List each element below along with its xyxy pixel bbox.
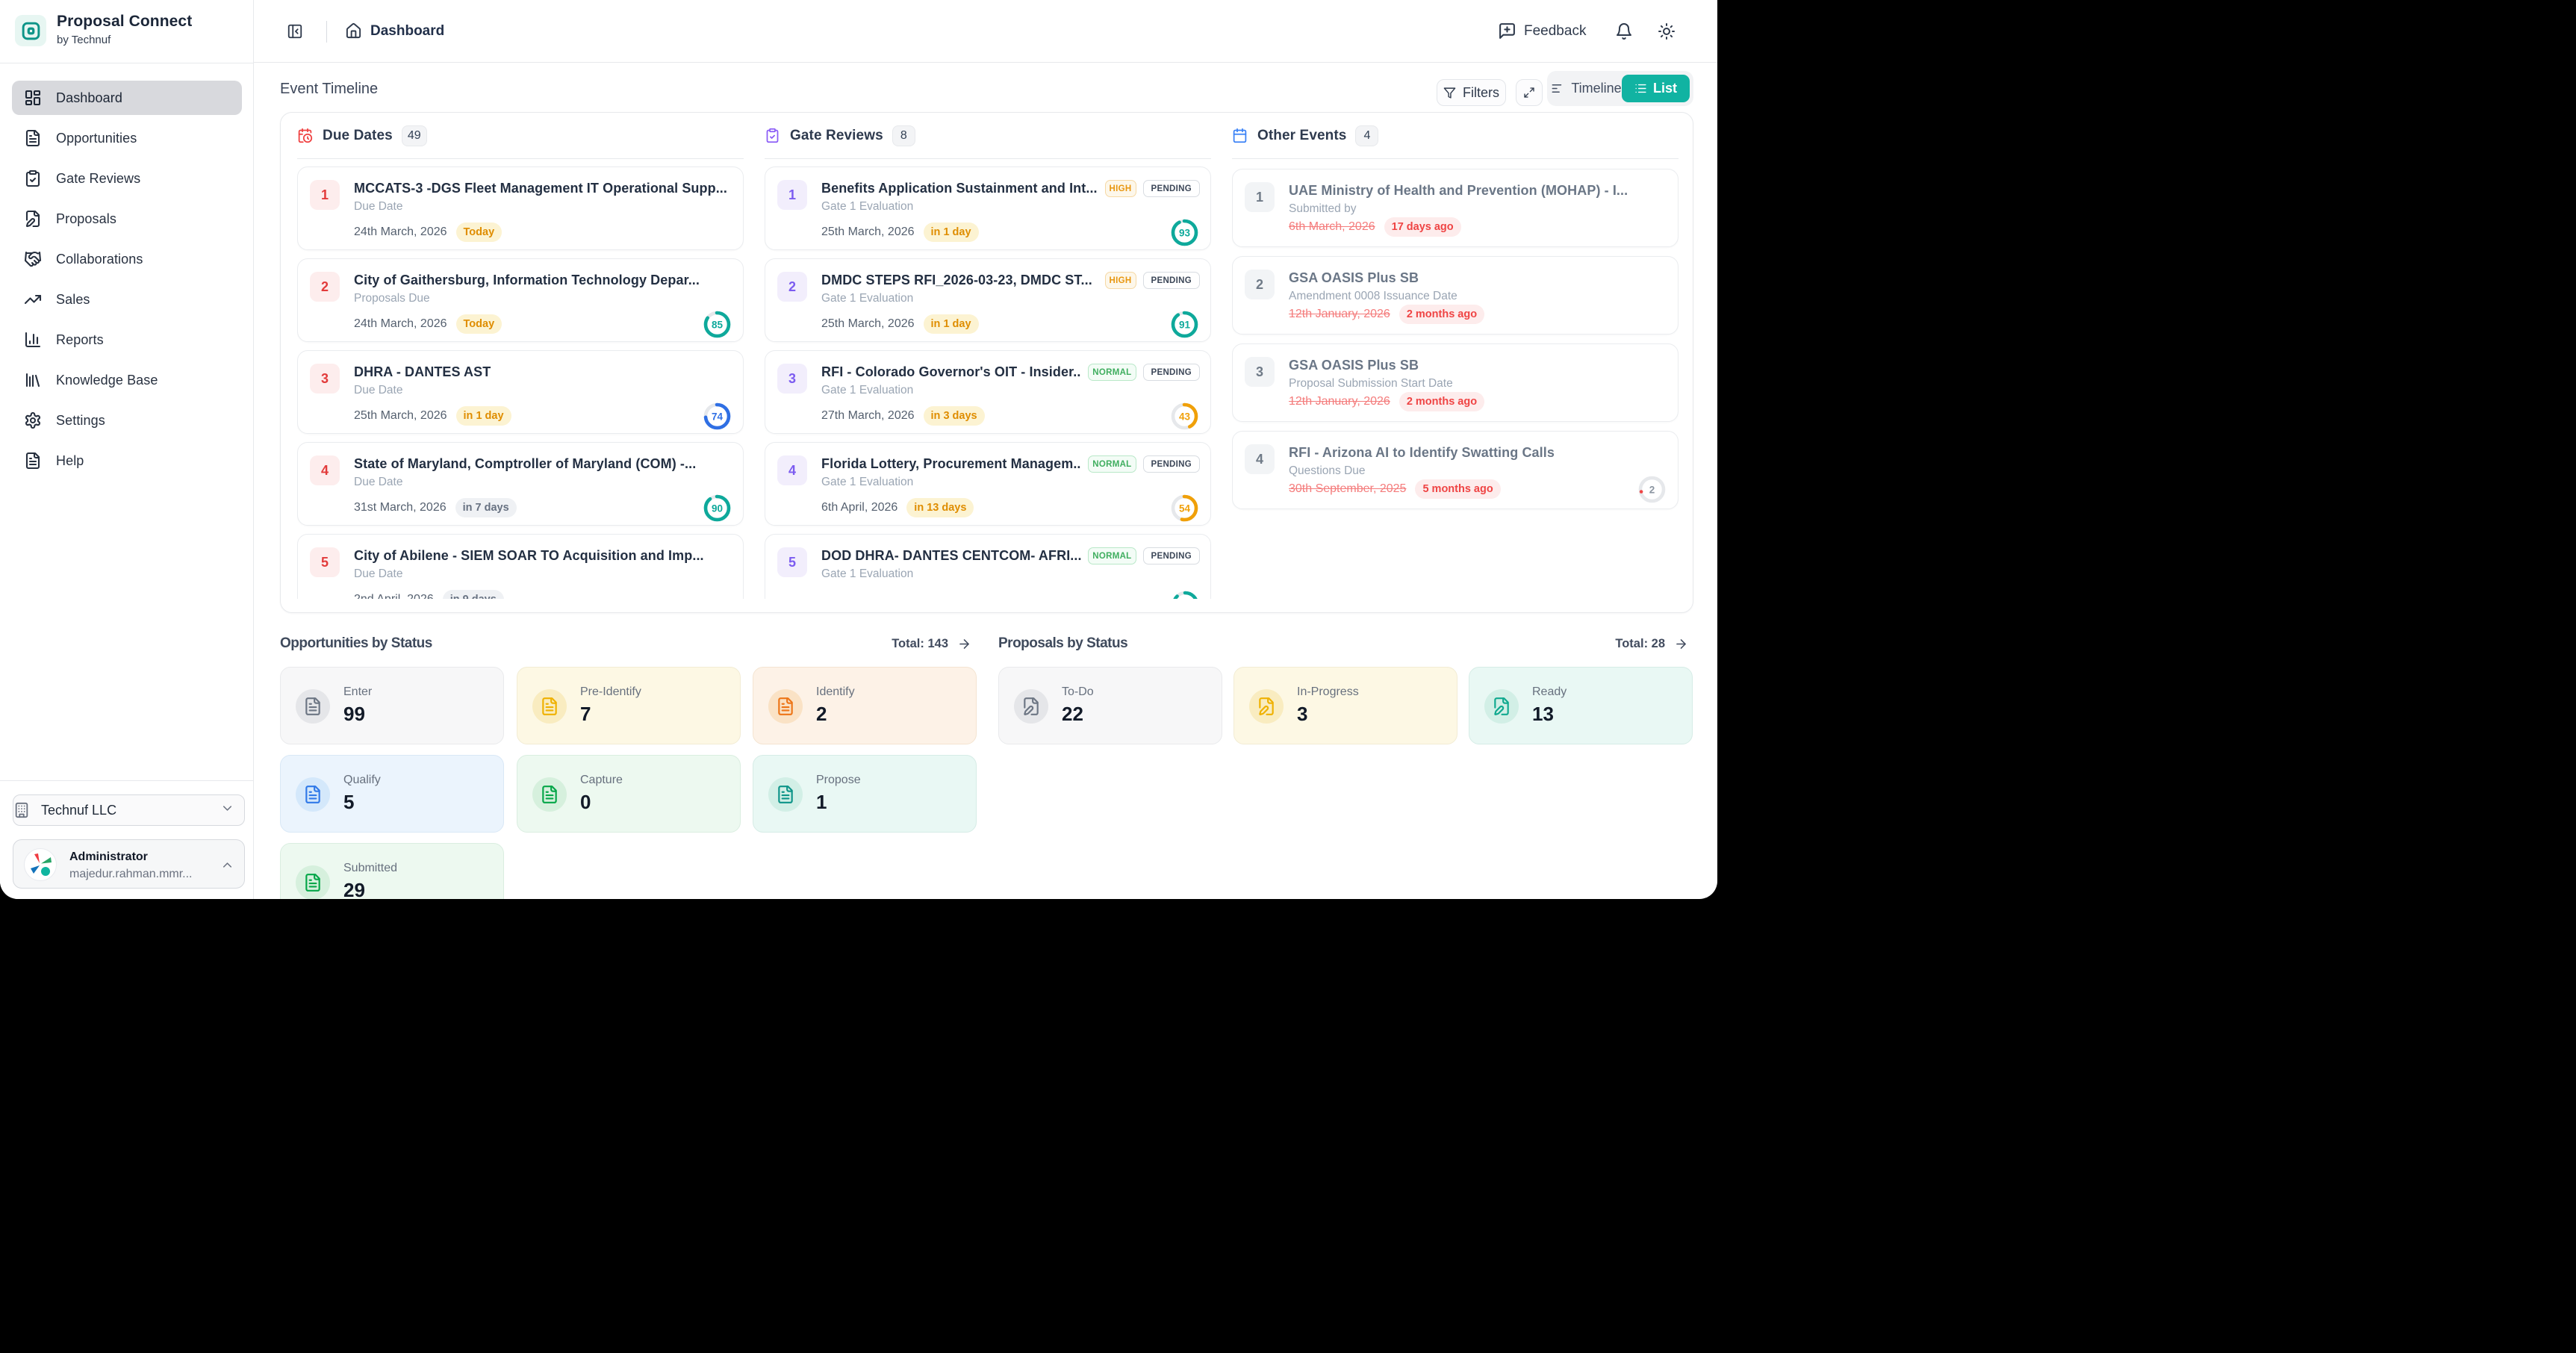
svg-text:54: 54	[1179, 503, 1191, 514]
svg-text:74: 74	[712, 411, 724, 422]
svg-text:90: 90	[712, 503, 723, 514]
svg-text:85: 85	[712, 319, 724, 330]
svg-text:93: 93	[1179, 227, 1191, 238]
svg-text:91: 91	[1179, 319, 1191, 330]
svg-text:43: 43	[1179, 411, 1191, 422]
svg-text:2: 2	[1649, 484, 1655, 495]
